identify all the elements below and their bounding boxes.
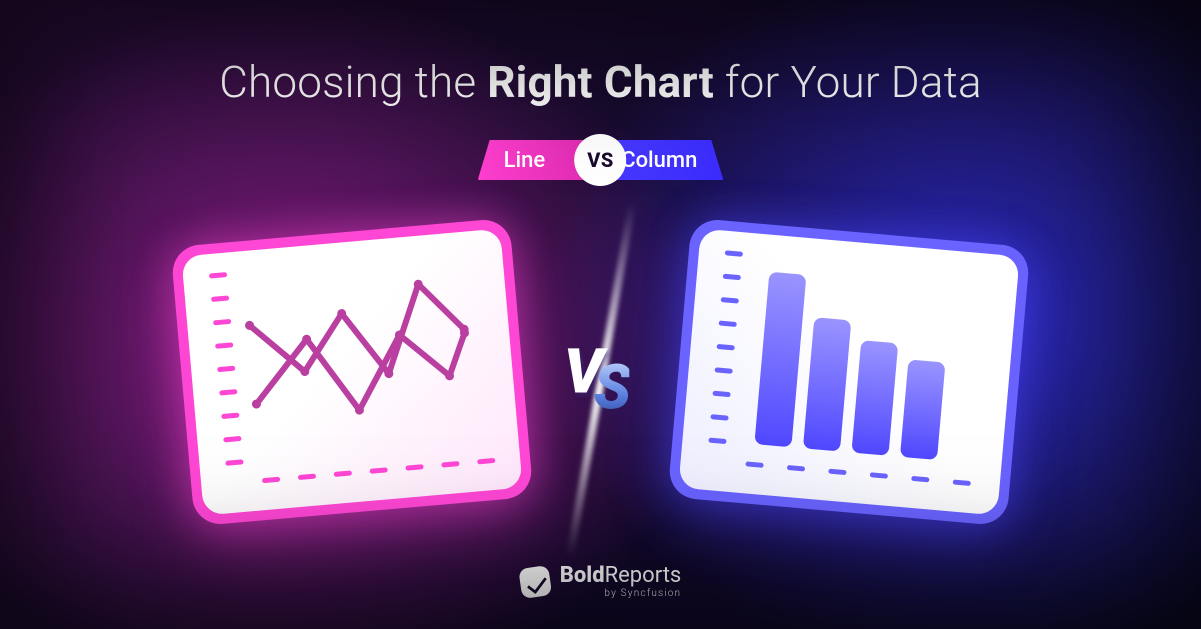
brand-subtitle: by Syncfusion	[560, 589, 682, 599]
title-part1: Choosing the	[219, 56, 487, 108]
line-chart-icon	[181, 229, 522, 516]
brand-footer: BoldReports by Syncfusion	[520, 565, 682, 599]
vs-badge: VS	[574, 134, 626, 186]
title-bold: Right Chart	[487, 56, 714, 108]
line-chart-card	[170, 218, 533, 527]
brand-name-bold: Bold	[560, 563, 605, 588]
brand-logo-icon	[518, 565, 552, 599]
brand-name-light: Reports	[605, 563, 682, 588]
page-title: Choosing the Right Chart for Your Data	[0, 56, 1201, 108]
line-chart-panel	[181, 229, 522, 516]
brand-text: BoldReports by Syncfusion	[560, 565, 682, 599]
column-chart-icon	[678, 229, 1019, 516]
column-chart-card	[667, 218, 1030, 527]
brand-name: BoldReports	[560, 565, 682, 587]
title-part2: for Your Data	[714, 56, 982, 108]
comparison-pill: Line Column VS	[478, 138, 724, 182]
pill-line-label: Line	[478, 140, 584, 180]
column-chart-panel	[678, 229, 1019, 516]
